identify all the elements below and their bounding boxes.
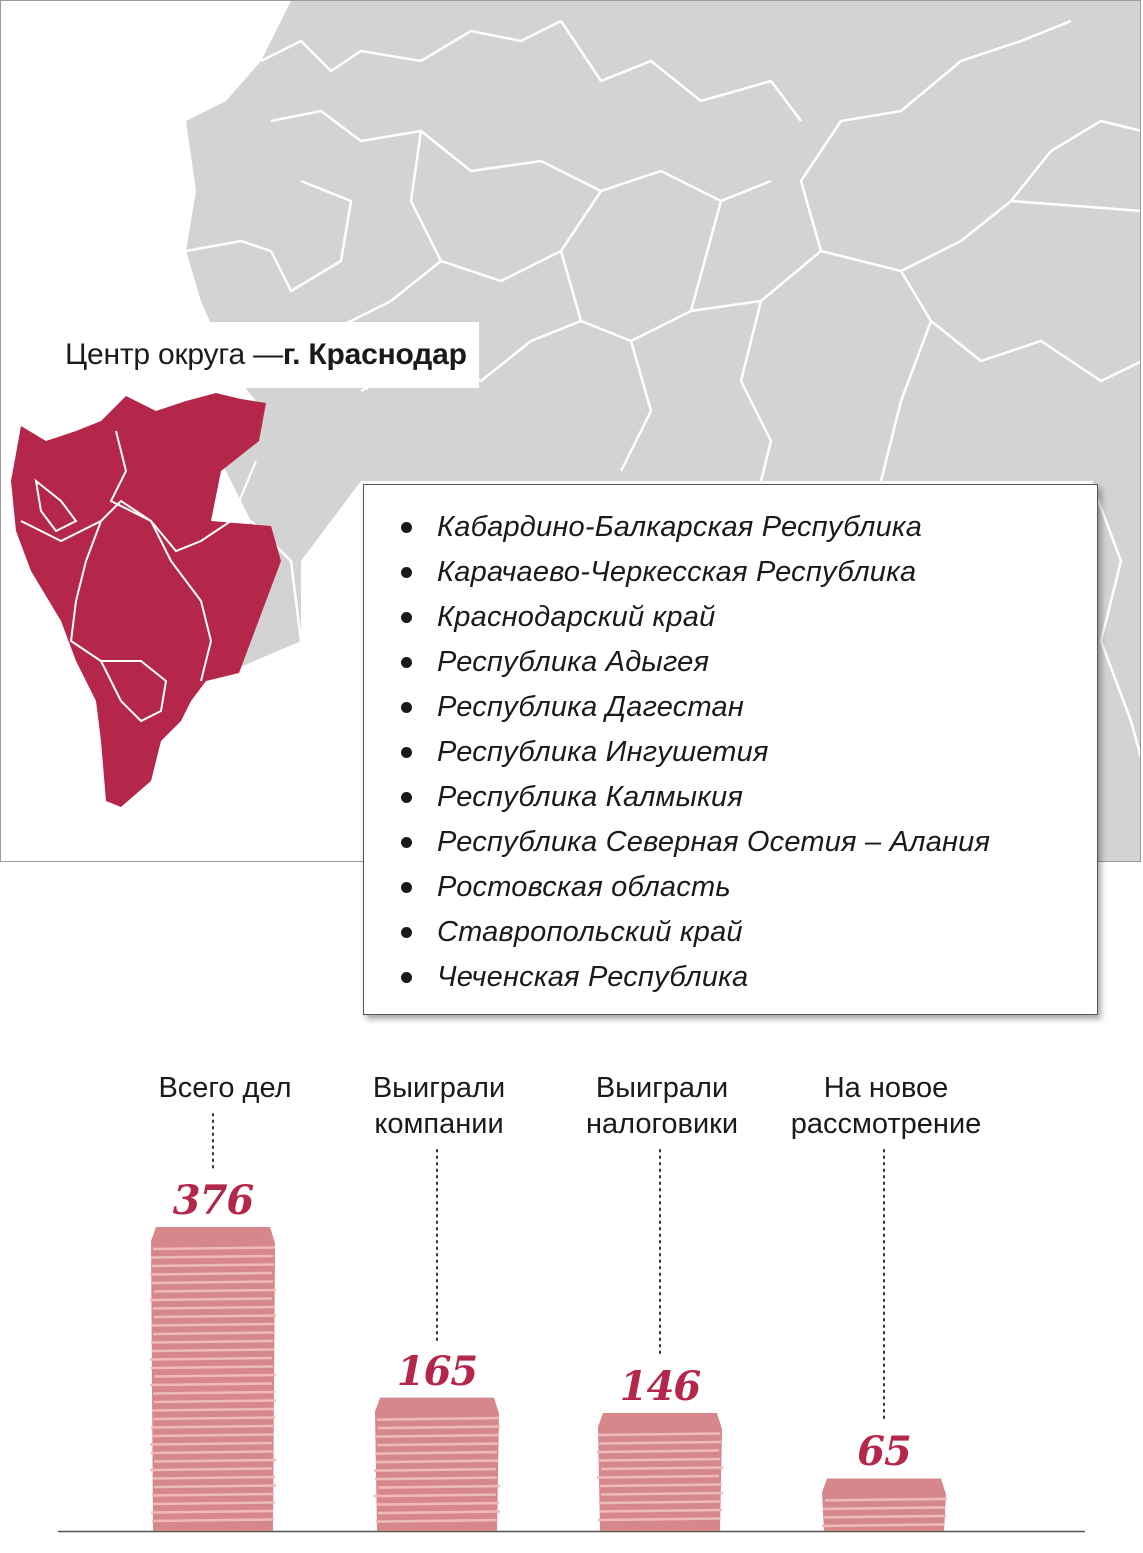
bullet-icon [401,702,412,713]
map-graphic [11,1,1140,861]
bullet-icon [401,882,412,893]
regions-list: Кабардино-Балкарская Республика Карачаев… [364,485,1097,1000]
region-item: Чеченская Республика [364,955,1097,1000]
bullet-icon [401,522,412,533]
bullet-icon [401,567,412,578]
bullet-icon [401,837,412,848]
region-item: Ставропольский край [364,910,1097,955]
region-name: Республика Северная Осетия – Алания [437,826,991,858]
region-name: Кабардино-Балкарская Республика [437,511,923,543]
bullet-icon [401,747,412,758]
map-other-regions [186,1,1140,861]
bar-value-label: 65 [857,1428,912,1476]
region-name: Чеченская Республика [437,961,749,993]
region-name: Краснодарский край [437,601,716,633]
bullet-icon [401,612,412,623]
category-label: Выиграли налоговики [585,1072,739,1140]
bar [821,1478,948,1531]
map-southern-district [11,393,281,807]
region-name: Республика Ингушетия [437,736,769,768]
region-name: Карачаево-Черкесская Республика [437,556,917,588]
map-borders [185,19,1140,759]
region-name: Республика Дагестан [437,691,744,723]
district-center-label: Центр округа — г. Краснодар [53,322,479,388]
category-label: Всего дел [158,1072,292,1104]
region-item: Республика Калмыкия [364,775,1097,820]
region-item: Республика Дагестан [364,685,1097,730]
regions-list-box: Кабардино-Балкарская Республика Карачаев… [363,484,1098,1015]
district-center-prefix: Центр округа — [65,338,283,371]
region-item: Республика Ингушетия [364,730,1097,775]
bullet-icon [401,657,412,668]
bullet-icon [401,972,412,983]
district-center-city: г. Краснодар [282,338,467,371]
category-label: Выиграли компании [372,1072,506,1140]
region-name: Республика Адыгея [437,646,710,678]
region-item: Карачаево-Черкесская Республика [364,550,1097,595]
region-item: Ростовская область [364,865,1097,910]
bar-value-label: 165 [396,1347,478,1395]
chart-plot [58,1113,1085,1533]
region-item: Кабардино-Балкарская Республика [364,505,1097,550]
category-label: На новое рассмотрение [790,1072,982,1140]
bullet-icon [401,927,412,938]
cases-chart: 376 Всего дел 165 Выиграли компании 146 Выигра… [0,1040,1143,1553]
bar [373,1397,501,1531]
region-name: Ставропольский край [437,916,743,948]
bar [149,1227,277,1531]
map-district-borders [20,430,257,723]
bar-value-label: 376 [172,1177,254,1224]
bar-value-label: 146 [619,1362,701,1410]
region-item: Республика Адыгея [364,640,1097,685]
bullet-icon [401,792,412,803]
region-name: Ростовская область [437,871,731,903]
bar [596,1412,724,1531]
region-item: Краснодарский край [364,595,1097,640]
region-item: Республика Северная Осетия – Алания [364,820,1097,865]
region-name: Республика Калмыкия [437,781,744,813]
